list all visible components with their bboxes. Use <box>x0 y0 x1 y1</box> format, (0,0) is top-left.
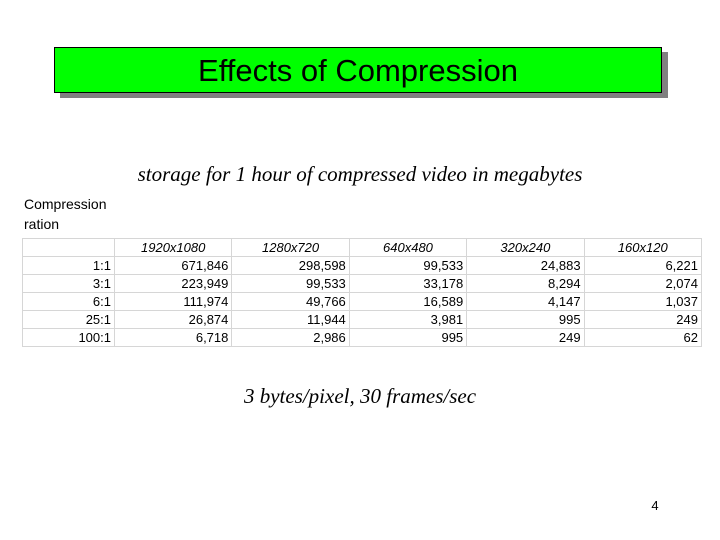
table-row: 25:1 26,874 11,944 3,981 995 249 <box>22 310 703 329</box>
column-header: 1920x1080 <box>113 238 233 257</box>
table-cell: 249 <box>466 328 585 347</box>
table-cell: 4,147 <box>466 292 585 311</box>
footnote: 3 bytes/pixel, 30 frames/sec <box>243 384 477 408</box>
table-cell: 11,944 <box>231 310 350 329</box>
ratio-cell: 100:1 <box>22 328 115 347</box>
table-cell: 26,874 <box>113 310 233 329</box>
table-header-row: 1920x1080 1280x720 640x480 320x240 160x1… <box>22 238 703 257</box>
column-header <box>22 238 115 257</box>
page-number: 4 <box>651 498 659 513</box>
table-row: 3:1 223,949 99,533 33,178 8,294 2,074 <box>22 274 703 293</box>
column-header: 160x120 <box>583 238 703 257</box>
table-cell: 2,986 <box>231 328 350 347</box>
row-axis-label-line2: ration <box>24 216 60 232</box>
table-caption: storage for 1 hour of compressed video i… <box>137 162 583 186</box>
table-cell: 16,589 <box>348 292 468 311</box>
table-cell: 33,178 <box>348 274 468 293</box>
slide-title: Effects of Compression <box>198 52 518 88</box>
table-cell: 671,846 <box>113 256 233 275</box>
table-cell: 24,883 <box>466 256 585 275</box>
table-cell: 3,981 <box>348 310 468 329</box>
column-header: 1280x720 <box>231 238 350 257</box>
ratio-cell: 25:1 <box>22 310 115 329</box>
table-cell: 99,533 <box>231 274 350 293</box>
ratio-cell: 1:1 <box>22 256 115 275</box>
table-cell: 99,533 <box>348 256 468 275</box>
ratio-cell: 3:1 <box>22 274 115 293</box>
row-axis-label-line1: Compression <box>24 196 107 212</box>
table-cell: 111,974 <box>113 292 233 311</box>
table-cell: 995 <box>466 310 585 329</box>
table-cell: 298,598 <box>231 256 350 275</box>
table-cell: 6,221 <box>583 256 703 275</box>
table-row: 6:1 111,974 49,766 16,589 4,147 1,037 <box>22 292 703 311</box>
table-cell: 223,949 <box>113 274 233 293</box>
column-header: 640x480 <box>348 238 468 257</box>
table-cell: 249 <box>583 310 703 329</box>
table-cell: 2,074 <box>583 274 703 293</box>
ratio-cell: 6:1 <box>22 292 115 311</box>
table-cell: 6,718 <box>113 328 233 347</box>
storage-table: 1920x1080 1280x720 640x480 320x240 160x1… <box>22 238 703 347</box>
table-row: 100:1 6,718 2,986 995 249 62 <box>22 328 703 347</box>
title-box: Effects of Compression <box>54 47 662 93</box>
table-cell: 49,766 <box>231 292 350 311</box>
table-cell: 1,037 <box>583 292 703 311</box>
table-row: 1:1 671,846 298,598 99,533 24,883 6,221 <box>22 256 703 275</box>
column-header: 320x240 <box>466 238 585 257</box>
row-axis-label: Compression ration <box>24 194 106 234</box>
table-cell: 62 <box>583 328 703 347</box>
table-cell: 8,294 <box>466 274 585 293</box>
table-cell: 995 <box>348 328 468 347</box>
